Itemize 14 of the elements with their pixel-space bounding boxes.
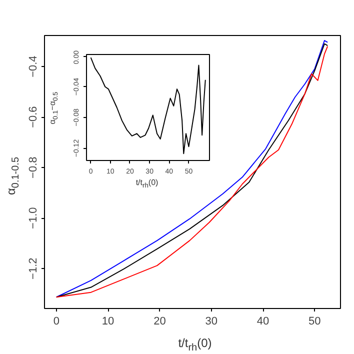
- x-axis-title: t/t$_{rh}$(0): [178, 335, 212, 354]
- x-tick-label: 10: [102, 316, 114, 328]
- x-tick-label: 0: [53, 316, 60, 328]
- x-tick-label: 50: [308, 316, 321, 328]
- line-series: [90, 57, 206, 154]
- x-tick-label: 30: [205, 316, 218, 328]
- y-tick-label: −1.2: [28, 258, 40, 280]
- y-tick-label: −0.4: [28, 56, 40, 78]
- x-tick-label: 40: [256, 316, 270, 328]
- y-tick-label: −0.8: [28, 156, 40, 178]
- x-axis-title: t/t$_{rh}$(0): [136, 177, 158, 192]
- y-tick-label: −0.6: [28, 106, 40, 128]
- y-tick-label: −1.0: [28, 207, 40, 229]
- x-tick-label: 20: [154, 316, 166, 328]
